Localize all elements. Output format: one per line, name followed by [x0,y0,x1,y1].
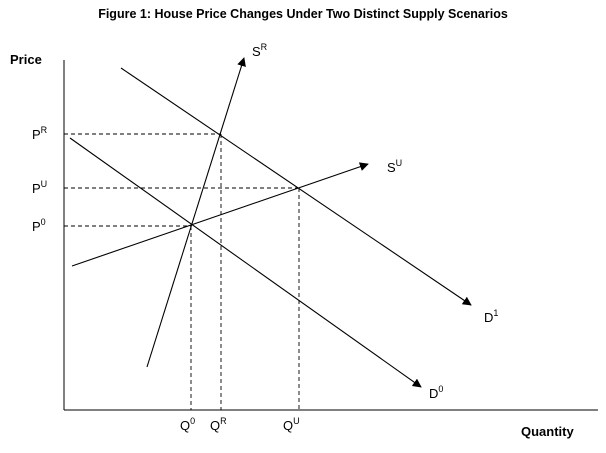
curve-label-sr: SR [252,42,268,59]
y-axis-label: Price [10,52,42,67]
demand-curve-d0 [69,137,422,388]
curve-label-d1: D1 [484,308,498,325]
curve-label-su: SU [387,158,402,175]
reference-lines [64,133,300,410]
price-label-p0: P0 [32,217,46,234]
quantity-label-qu: QU [283,416,300,433]
price-label-pr: PR [32,125,48,142]
figure-title: Figure 1: House Price Changes Under Two … [98,7,508,21]
quantity-label-q0: Q0 [180,416,195,433]
supply-curve-unrestricted [71,162,369,267]
supply-curve-restricted [146,57,246,368]
x-axis-label: Quantity [521,424,574,439]
curve-label-d0: D0 [429,384,443,401]
quantity-label-qr: QR [210,416,227,433]
price-label-pu: PU [32,179,47,196]
demand-curve-d1 [120,67,472,306]
